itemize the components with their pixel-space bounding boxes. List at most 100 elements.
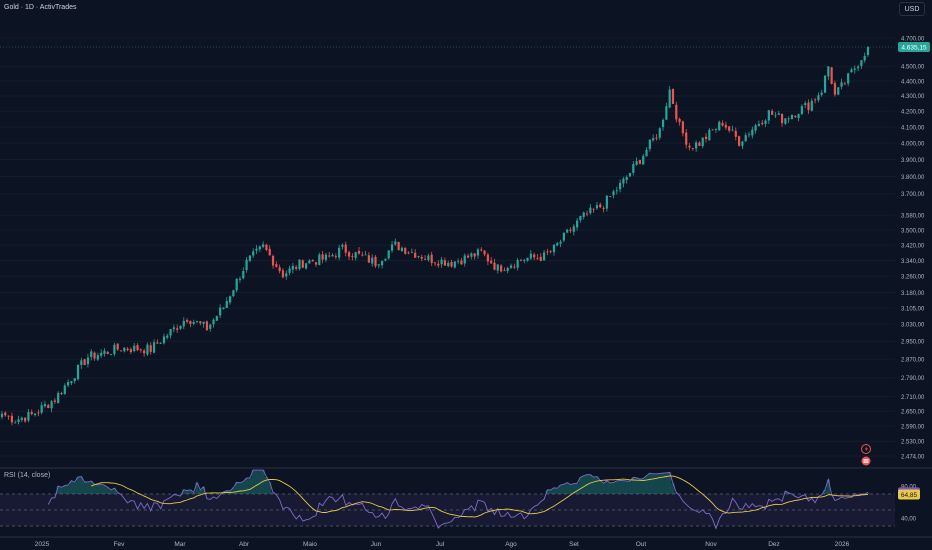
candle-body (17, 419, 20, 423)
candle-body (225, 301, 228, 309)
candle-body (628, 173, 632, 177)
candle-body (0, 413, 4, 417)
candle-body (602, 207, 605, 209)
candle-body (463, 255, 466, 264)
candle-body (341, 244, 344, 247)
price-tick-label: 2.870,00 (901, 358, 925, 364)
candle-body (721, 123, 724, 126)
time-tick-label: Abr (239, 541, 250, 548)
candle-body (443, 260, 447, 266)
price-tick-label: 3.700,00 (901, 192, 925, 198)
candle-body (367, 255, 370, 263)
candle-body (354, 252, 357, 258)
candle-body (116, 343, 119, 350)
candle-body (219, 307, 222, 316)
candle-body (109, 354, 113, 355)
candle-body (278, 267, 281, 272)
rsi-value-tag: 64,85 (898, 489, 920, 500)
candle-body (546, 251, 549, 253)
candle-body (642, 155, 645, 165)
candle-body (347, 252, 351, 257)
candle-body (414, 252, 417, 258)
price-tick-label: 4.000,00 (901, 141, 925, 147)
candle-body (397, 242, 400, 251)
candle-body (364, 254, 367, 256)
candle-body (189, 321, 192, 325)
price-axis[interactable]: 4.700,00 4.500,00 4.400,00 4.300,00 4.200,00… (901, 36, 925, 460)
candle-body (7, 415, 10, 417)
candle-body (490, 260, 493, 264)
candle-body (582, 212, 585, 217)
calendar-flag-icon[interactable] (861, 456, 871, 466)
candle-body (678, 118, 681, 123)
candle-body (480, 249, 483, 251)
candle-body (357, 250, 361, 254)
candle-body (718, 121, 721, 131)
time-axis[interactable]: 2025 Fev Mar Abr Maio Jun Jul Ago Set Out Nov Dez 20… (0, 536, 932, 548)
candle-body (648, 139, 651, 149)
candle-body (129, 349, 133, 353)
time-tick-label: Set (569, 541, 579, 548)
candle-body (100, 352, 103, 356)
candle-body (423, 258, 427, 260)
candle-body (143, 350, 146, 354)
candle-body (744, 135, 747, 142)
candle-body (589, 207, 592, 214)
candle-body (103, 350, 106, 354)
candle-body (556, 243, 559, 246)
candle-body (96, 355, 99, 360)
candle-body (496, 264, 499, 271)
candle-body (466, 255, 470, 258)
candle-body (390, 244, 394, 251)
candle-body (447, 262, 450, 267)
candle-body (238, 278, 242, 280)
rsi-tick-label: 80,00 (901, 484, 917, 490)
candle-body (790, 114, 794, 119)
candle-body (119, 350, 123, 352)
lightning-icon[interactable] (861, 444, 871, 454)
candle-body (840, 82, 843, 87)
currency-button[interactable]: USD (899, 2, 925, 16)
price-tick-label: 4.700,00 (901, 36, 925, 42)
candle-body (407, 252, 410, 254)
candle-body (526, 257, 529, 261)
candle-body (737, 136, 741, 146)
candle-body (67, 382, 70, 386)
candle-body (698, 142, 701, 146)
candle-body (381, 260, 384, 266)
price-tick-label: 4.500,00 (901, 65, 925, 71)
candle-body (291, 265, 294, 270)
candle-body (572, 226, 575, 232)
candle-body (437, 263, 440, 266)
candle-body (794, 115, 797, 117)
candle-body (192, 322, 195, 324)
candle-body (199, 321, 202, 324)
candle-body (559, 241, 562, 244)
event-icons[interactable] (861, 444, 871, 466)
candle-body (830, 67, 833, 84)
candle-body (344, 244, 347, 253)
candle-body (549, 251, 552, 253)
candle-body (728, 126, 731, 131)
candle-body (500, 265, 503, 272)
candle-body (691, 148, 694, 150)
candle-body (228, 296, 232, 303)
candle-body (741, 141, 744, 146)
candle-body (552, 244, 556, 253)
candle-body (493, 262, 496, 270)
candle-body (843, 83, 846, 85)
candle-body (761, 122, 764, 125)
price-tick-label: 3.180,00 (901, 291, 925, 297)
price-tick-label: 2.790,00 (901, 376, 925, 382)
candle-body (182, 320, 185, 327)
candle-body (172, 327, 175, 330)
candle-body (665, 106, 668, 120)
candle-body (304, 263, 308, 269)
candle-body (83, 359, 86, 366)
candle-body (417, 255, 420, 257)
candle-body (569, 229, 572, 231)
price-tick-label: 3.260,00 (901, 275, 925, 281)
candle-body (823, 75, 827, 93)
